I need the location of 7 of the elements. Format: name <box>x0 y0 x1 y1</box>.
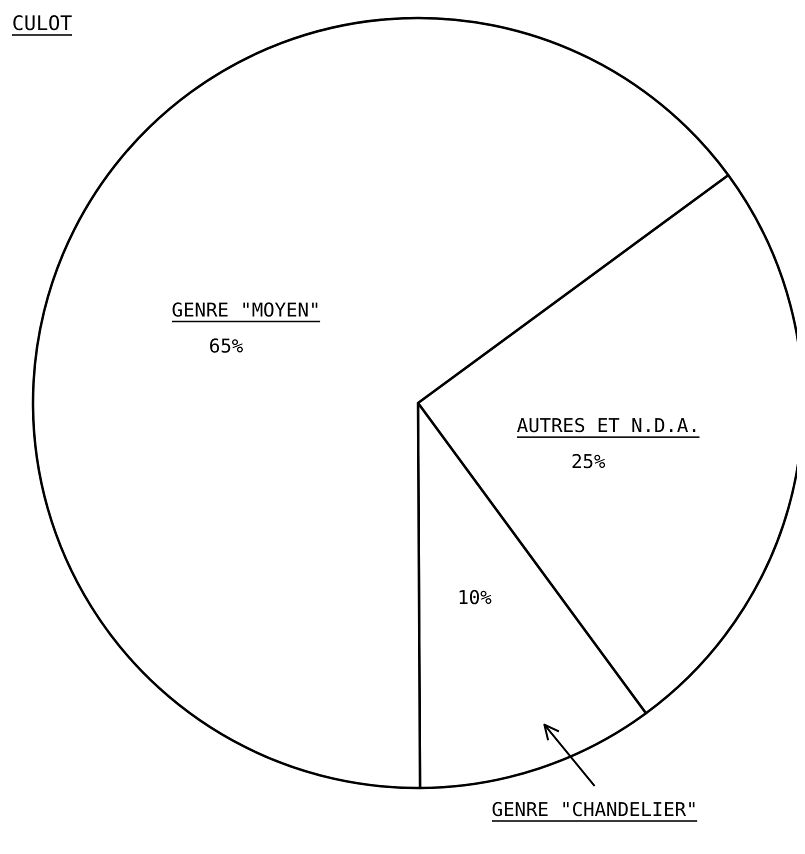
slice-label: GENRE "MOYEN" <box>172 300 320 322</box>
data-label: 10% <box>457 587 492 610</box>
slice-label: AUTRES ET N.D.A. <box>516 415 700 438</box>
chart-title: CULOT <box>12 11 72 35</box>
data-label: 25% <box>571 451 606 474</box>
data-label: 65% <box>208 336 244 358</box>
slice-label: GENRE "CHANDELIER" <box>492 799 698 821</box>
